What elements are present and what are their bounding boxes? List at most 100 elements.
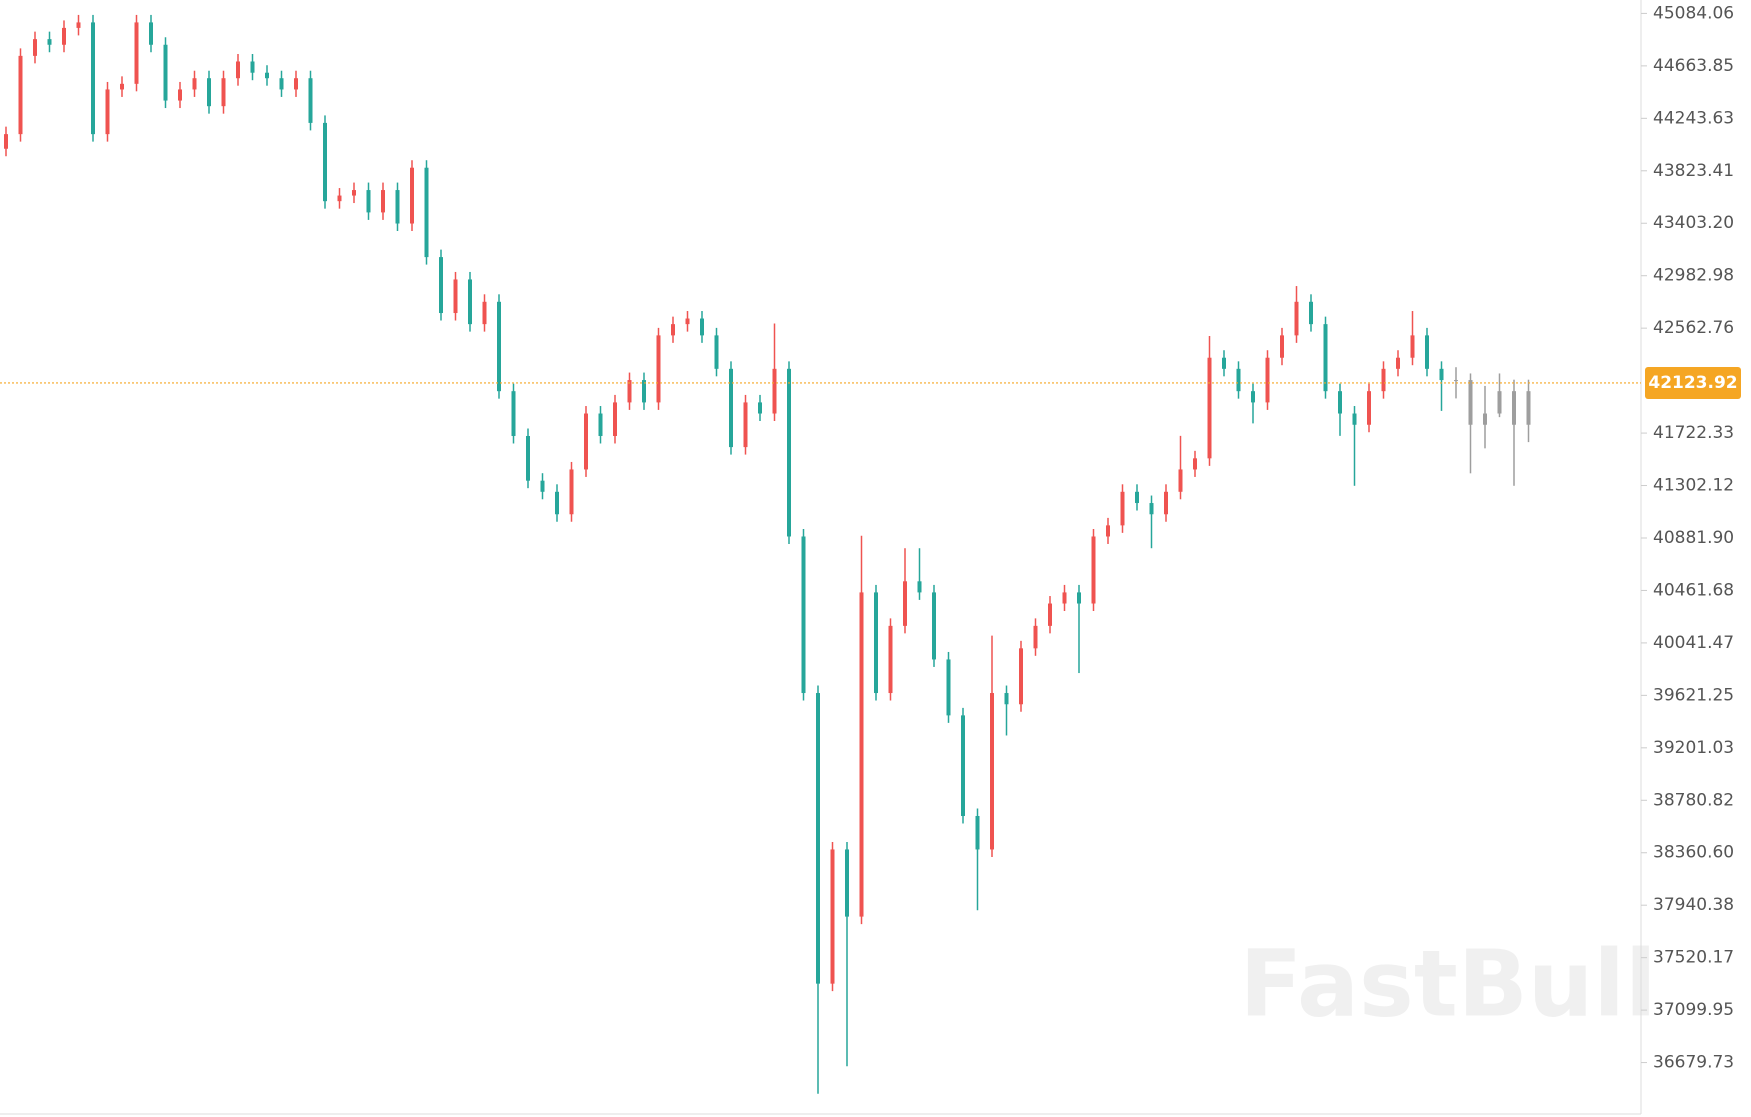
- candle-body: [787, 368, 791, 537]
- candle-body: [18, 55, 23, 135]
- candle-body: [337, 195, 342, 202]
- candle-body: [366, 190, 371, 213]
- candle-body: [33, 39, 37, 56]
- candle-body: [439, 257, 443, 314]
- candle-body: [250, 61, 255, 73]
- candle-body: [62, 27, 66, 45]
- candle-body: [279, 78, 284, 90]
- candle-body: [598, 413, 603, 436]
- y-tick-label: 37520.17: [1653, 948, 1734, 968]
- y-tick-label: 39621.25: [1653, 685, 1734, 705]
- candle-body: [1004, 693, 1009, 705]
- candle-body: [888, 625, 893, 694]
- candle-body: [395, 190, 400, 224]
- candle-body: [308, 78, 313, 123]
- y-tick-label: 43823.41: [1653, 161, 1734, 181]
- y-tick-label: 38780.82: [1653, 790, 1734, 810]
- candle-body: [323, 122, 327, 202]
- candle-body: [932, 592, 936, 660]
- candle-body: [134, 22, 139, 84]
- candle-body: [1381, 368, 1386, 392]
- candle-body: [410, 167, 414, 224]
- candle-body: [845, 849, 849, 917]
- y-tick-label: 38360.60: [1653, 843, 1734, 863]
- candle-body: [424, 167, 429, 258]
- candle-body: [1106, 525, 1110, 537]
- candle-body: [1323, 324, 1328, 392]
- candle-body: [294, 78, 298, 90]
- candle-body: [149, 22, 153, 45]
- candle-body: [1091, 536, 1096, 604]
- candle-body: [700, 318, 704, 336]
- candle-body: [1019, 648, 1023, 705]
- candle-body: [91, 22, 95, 135]
- y-tick-label: 42562.76: [1653, 318, 1734, 338]
- candle-body: [1164, 491, 1168, 515]
- candle-body: [758, 402, 762, 414]
- candle-body: [453, 279, 458, 314]
- candle-body: [1309, 301, 1313, 325]
- candle-body: [1236, 368, 1241, 392]
- candle-body: [120, 83, 124, 90]
- y-tick-label: 40881.90: [1653, 528, 1734, 548]
- candle-body: [903, 581, 907, 626]
- candle-body: [163, 44, 168, 101]
- candle-body: [830, 849, 835, 984]
- candle-body: [207, 78, 211, 107]
- candle-body: [772, 368, 777, 414]
- candle-body: [743, 402, 748, 448]
- candle-body: [1367, 391, 1371, 425]
- candle-body: [178, 89, 182, 101]
- candle-body: [1425, 335, 1429, 369]
- candle-body: [975, 815, 980, 850]
- y-tick-label: 36679.73: [1653, 1053, 1734, 1073]
- y-tick-label: 45084.06: [1653, 3, 1734, 23]
- candle-body: [917, 581, 922, 593]
- candle-body: [1178, 469, 1183, 492]
- candle-body: [511, 391, 516, 436]
- candle-body: [482, 301, 487, 325]
- candle-body: [1149, 503, 1154, 515]
- candle-body: [1526, 391, 1531, 425]
- last-price-label: 42123.92: [1648, 373, 1737, 393]
- candle-body: [569, 469, 574, 515]
- candle-body: [1497, 391, 1502, 414]
- candle-body: [990, 693, 994, 850]
- candle-body: [1294, 301, 1299, 336]
- candle-body: [526, 435, 530, 481]
- candle-body: [1410, 335, 1415, 358]
- candle-body: [47, 39, 52, 45]
- candle-body: [381, 190, 385, 213]
- y-tick-label: 39201.03: [1653, 738, 1734, 758]
- candle-body: [1135, 491, 1139, 504]
- candle-body: [642, 380, 646, 403]
- y-tick-label: 41302.12: [1653, 476, 1734, 496]
- candle-body: [1396, 357, 1400, 369]
- y-tick-label: 44663.85: [1653, 56, 1734, 76]
- candle-body: [1483, 413, 1487, 425]
- candle-body: [584, 413, 588, 470]
- candle-body: [671, 324, 675, 336]
- candle-body: [1033, 625, 1038, 649]
- candle-body: [352, 190, 356, 196]
- candle-body: [1077, 592, 1081, 604]
- candle-body: [1468, 380, 1473, 425]
- candle-body: [468, 279, 472, 325]
- candle-body: [961, 715, 965, 816]
- candle-body: [1512, 391, 1516, 425]
- y-tick-label: 37099.95: [1653, 1000, 1734, 1020]
- candle-body: [540, 480, 545, 492]
- candle-body: [1280, 335, 1284, 358]
- candle-body: [1439, 368, 1444, 381]
- candle-body: [1048, 603, 1052, 626]
- candle-body: [236, 61, 240, 79]
- candle-body: [714, 335, 719, 369]
- y-tick-label: 40041.47: [1653, 633, 1734, 653]
- y-tick-label: 37940.38: [1653, 895, 1734, 915]
- candle-body: [221, 78, 226, 107]
- candle-body: [1338, 391, 1342, 414]
- y-tick-label: 43403.20: [1653, 213, 1734, 233]
- y-tick-label: 40461.68: [1653, 580, 1734, 600]
